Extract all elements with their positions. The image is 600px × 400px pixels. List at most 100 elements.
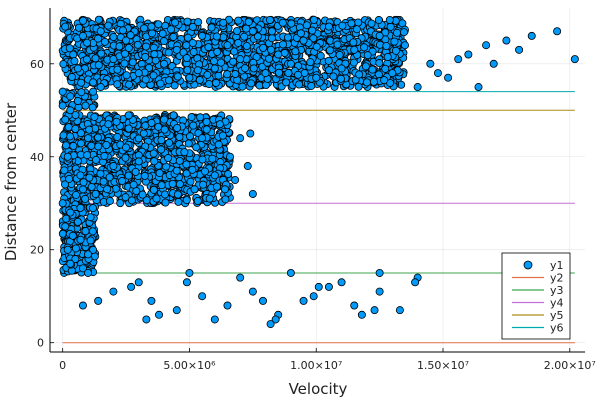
scatter-point bbox=[234, 38, 243, 47]
scatter-point bbox=[309, 15, 318, 24]
scatter-point bbox=[154, 20, 163, 29]
scatter-point bbox=[157, 136, 166, 145]
scatter-point bbox=[433, 69, 442, 78]
scatter-point bbox=[60, 166, 69, 175]
scatter-point bbox=[374, 70, 383, 79]
scatter-point bbox=[350, 301, 359, 310]
x-tick-label: 0 bbox=[59, 359, 66, 372]
scatter-point bbox=[129, 180, 138, 189]
scatter-point bbox=[79, 16, 88, 25]
scatter-point bbox=[230, 47, 239, 56]
scatter-point bbox=[333, 40, 342, 49]
scatter-point bbox=[205, 194, 214, 203]
scatter-point bbox=[275, 68, 284, 77]
scatter-point bbox=[59, 60, 68, 69]
scatter-point bbox=[66, 106, 75, 115]
y-tick-label: 0 bbox=[37, 337, 44, 350]
scatter-point bbox=[212, 182, 221, 191]
scatter-point bbox=[296, 29, 305, 38]
scatter-point bbox=[155, 310, 164, 319]
scatter-point bbox=[454, 55, 463, 64]
scatter-point bbox=[295, 80, 304, 89]
scatter-point bbox=[122, 143, 131, 152]
scatter-point bbox=[208, 154, 217, 163]
scatter-point bbox=[169, 32, 178, 41]
scatter-point bbox=[352, 25, 361, 34]
scatter-point bbox=[61, 222, 70, 231]
scatter-point bbox=[238, 82, 247, 91]
scatter-point bbox=[223, 70, 232, 79]
scatter-point bbox=[188, 22, 197, 31]
x-axis-title: Velocity bbox=[289, 380, 348, 398]
scatter-point bbox=[187, 113, 196, 122]
scatter-point bbox=[286, 268, 295, 277]
scatter-point bbox=[242, 41, 251, 50]
scatter-point bbox=[360, 43, 369, 52]
scatter-point bbox=[172, 45, 181, 54]
scatter-point bbox=[390, 37, 399, 46]
scatter-point bbox=[63, 245, 72, 254]
scatter-point bbox=[124, 43, 133, 52]
scatter-point bbox=[182, 160, 191, 169]
scatter-point bbox=[385, 15, 394, 24]
scatter-point bbox=[102, 140, 111, 149]
scatter-point bbox=[122, 71, 131, 80]
scatter-point bbox=[118, 26, 127, 35]
scatter-point bbox=[212, 32, 221, 41]
scatter-point bbox=[336, 74, 345, 83]
scatter-point bbox=[83, 151, 92, 160]
scatter-point bbox=[302, 21, 311, 30]
scatter-point bbox=[393, 28, 402, 37]
scatter-point bbox=[210, 171, 219, 180]
scatter-point bbox=[198, 134, 207, 143]
scatter-point bbox=[84, 268, 93, 277]
scatter-point bbox=[482, 41, 491, 50]
scatter-point bbox=[253, 32, 262, 41]
scatter-point bbox=[81, 101, 90, 110]
scatter-point bbox=[81, 194, 90, 203]
scatter-point bbox=[134, 278, 143, 287]
scatter-point bbox=[124, 124, 133, 133]
scatter-point bbox=[312, 42, 321, 51]
scatter-point bbox=[99, 177, 108, 186]
scatter-point bbox=[184, 139, 193, 148]
legend-label-y4: y4 bbox=[550, 297, 564, 310]
scatter-point bbox=[128, 58, 137, 67]
scatter-point bbox=[182, 41, 191, 50]
scatter-point bbox=[173, 123, 182, 132]
scatter-point bbox=[383, 52, 392, 61]
scatter-point bbox=[113, 80, 122, 89]
scatter-point bbox=[97, 49, 106, 58]
scatter-point bbox=[180, 148, 189, 157]
scatter-point bbox=[82, 55, 91, 64]
scatter-point bbox=[127, 282, 136, 291]
scatter-point bbox=[94, 34, 103, 43]
scatter-point bbox=[314, 282, 323, 291]
scatter-point bbox=[205, 80, 214, 89]
scatter-point bbox=[141, 52, 150, 61]
scatter-point bbox=[85, 173, 94, 182]
scatter-point bbox=[210, 315, 219, 324]
scatter-point bbox=[160, 37, 169, 46]
scatter-point bbox=[133, 40, 142, 49]
scatter-point bbox=[134, 157, 143, 166]
scatter-point bbox=[69, 50, 78, 59]
scatter-point bbox=[87, 141, 96, 150]
scatter-point bbox=[121, 193, 130, 202]
scatter-point bbox=[185, 268, 194, 277]
scatter-point bbox=[147, 296, 156, 305]
scatter-point bbox=[164, 154, 173, 163]
scatter-point bbox=[307, 81, 316, 90]
scatter-point bbox=[265, 15, 274, 24]
scatter-point bbox=[286, 59, 295, 68]
scatter-point bbox=[203, 70, 212, 79]
scatter-point bbox=[241, 64, 250, 73]
scatter-point bbox=[83, 38, 92, 47]
scatter-point bbox=[66, 259, 75, 268]
scatter-point bbox=[72, 190, 81, 199]
x-tick-label: 5.00×10⁶ bbox=[163, 359, 216, 372]
scatter-point bbox=[350, 45, 359, 54]
scatter-point bbox=[76, 203, 85, 212]
scatter-point bbox=[103, 185, 112, 194]
scatter-point bbox=[134, 69, 143, 78]
